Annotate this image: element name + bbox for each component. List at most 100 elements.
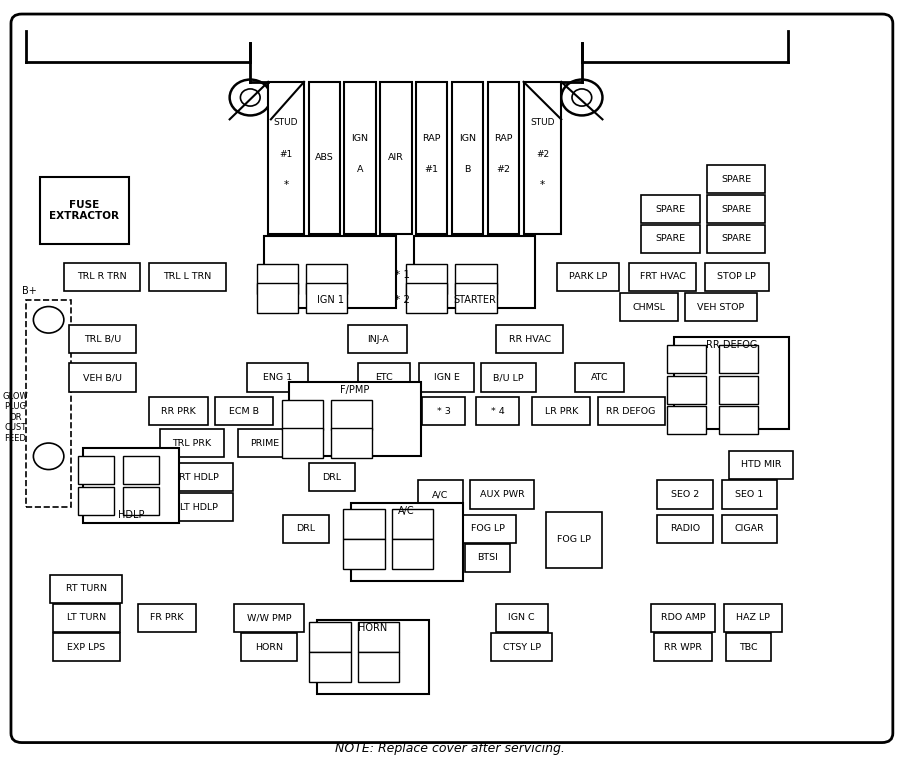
Text: * 2: * 2 — [395, 296, 410, 305]
Text: RADIO: RADIO — [670, 524, 700, 534]
Bar — [406, 264, 447, 294]
Bar — [719, 406, 759, 434]
Text: RT TURN: RT TURN — [66, 584, 107, 594]
Bar — [667, 345, 706, 373]
Bar — [414, 236, 536, 308]
Bar — [149, 263, 226, 291]
Text: TRL PRK: TRL PRK — [173, 438, 212, 448]
Bar — [455, 283, 497, 313]
Bar — [722, 515, 778, 543]
Bar — [166, 463, 233, 491]
Bar — [460, 515, 516, 543]
Bar — [491, 633, 553, 661]
Text: DRL: DRL — [296, 524, 315, 534]
Bar — [64, 263, 140, 291]
Bar — [620, 293, 679, 321]
Bar — [282, 428, 323, 458]
Bar — [149, 397, 208, 425]
Text: B+: B+ — [22, 286, 36, 296]
Text: #1: #1 — [280, 150, 292, 158]
Bar — [215, 397, 273, 425]
Circle shape — [562, 80, 602, 115]
Bar — [309, 463, 356, 491]
Bar — [256, 283, 298, 313]
Bar — [422, 397, 465, 425]
Bar — [657, 480, 713, 509]
Bar — [331, 400, 372, 430]
Text: IGN C: IGN C — [508, 613, 536, 622]
Bar — [418, 363, 474, 392]
Bar — [358, 622, 399, 652]
Bar — [406, 283, 447, 313]
Text: STARTER: STARTER — [454, 296, 496, 305]
Bar — [651, 604, 716, 632]
Text: AIR: AIR — [388, 154, 404, 162]
Text: BTSI: BTSI — [477, 553, 499, 562]
Text: STUD: STUD — [274, 119, 299, 127]
Bar — [654, 633, 712, 661]
Bar — [234, 604, 304, 632]
Text: STUD: STUD — [530, 119, 554, 127]
Bar — [496, 325, 563, 353]
Text: AUX PWR: AUX PWR — [480, 490, 525, 499]
Text: IGN: IGN — [352, 134, 368, 143]
Text: *: * — [540, 180, 545, 190]
Bar — [310, 622, 351, 652]
Text: HTD MIR: HTD MIR — [741, 460, 781, 470]
Bar — [358, 363, 410, 392]
Circle shape — [33, 443, 64, 470]
Text: A/C: A/C — [432, 490, 448, 499]
Bar — [78, 456, 114, 484]
Text: W/W PMP: W/W PMP — [247, 613, 292, 622]
Text: IGN: IGN — [459, 134, 476, 143]
Text: TBC: TBC — [739, 643, 758, 652]
FancyBboxPatch shape — [11, 14, 893, 743]
Circle shape — [230, 80, 271, 115]
Text: FUSE
EXTRACTOR: FUSE EXTRACTOR — [50, 200, 120, 222]
Text: GLOW
PLUG
OR
CUST
FEED: GLOW PLUG OR CUST FEED — [3, 392, 28, 442]
Bar — [729, 451, 794, 479]
Bar — [667, 406, 706, 434]
Text: SPARE: SPARE — [655, 204, 686, 214]
Bar — [52, 633, 120, 661]
Bar — [657, 515, 713, 543]
Bar — [331, 428, 372, 458]
Bar — [465, 544, 510, 572]
Circle shape — [33, 307, 64, 333]
Bar — [83, 448, 179, 523]
Bar — [575, 363, 625, 392]
Text: RT HDLP: RT HDLP — [179, 473, 219, 482]
Text: #2: #2 — [497, 165, 510, 174]
Bar — [557, 263, 619, 291]
Text: VEH STOP: VEH STOP — [698, 303, 744, 312]
Text: CTSY LP: CTSY LP — [503, 643, 541, 652]
Bar — [310, 652, 351, 682]
Bar — [123, 487, 158, 515]
Bar — [392, 539, 433, 569]
Text: RAP: RAP — [494, 134, 513, 143]
Bar — [345, 82, 375, 234]
Bar — [306, 283, 347, 313]
Text: SPARE: SPARE — [655, 234, 686, 243]
Text: SEO 1: SEO 1 — [735, 490, 763, 499]
Bar — [351, 503, 463, 581]
Bar — [40, 178, 130, 243]
Text: SPARE: SPARE — [721, 204, 752, 214]
Bar — [455, 264, 497, 294]
Text: SEO 2: SEO 2 — [670, 490, 699, 499]
Text: TRL B/U: TRL B/U — [84, 335, 121, 344]
Bar — [282, 400, 323, 430]
Text: A/C: A/C — [399, 506, 415, 516]
Text: TRL L TRN: TRL L TRN — [164, 272, 211, 282]
Bar — [392, 509, 433, 539]
Bar — [247, 363, 308, 392]
Text: HDLP: HDLP — [118, 510, 144, 519]
Text: F/PMP: F/PMP — [340, 385, 370, 395]
Bar — [706, 165, 765, 193]
Bar — [358, 652, 399, 682]
Bar — [78, 487, 114, 515]
Bar — [50, 575, 122, 603]
Bar — [68, 363, 136, 392]
Bar — [488, 82, 519, 234]
Text: SPARE: SPARE — [721, 234, 752, 243]
